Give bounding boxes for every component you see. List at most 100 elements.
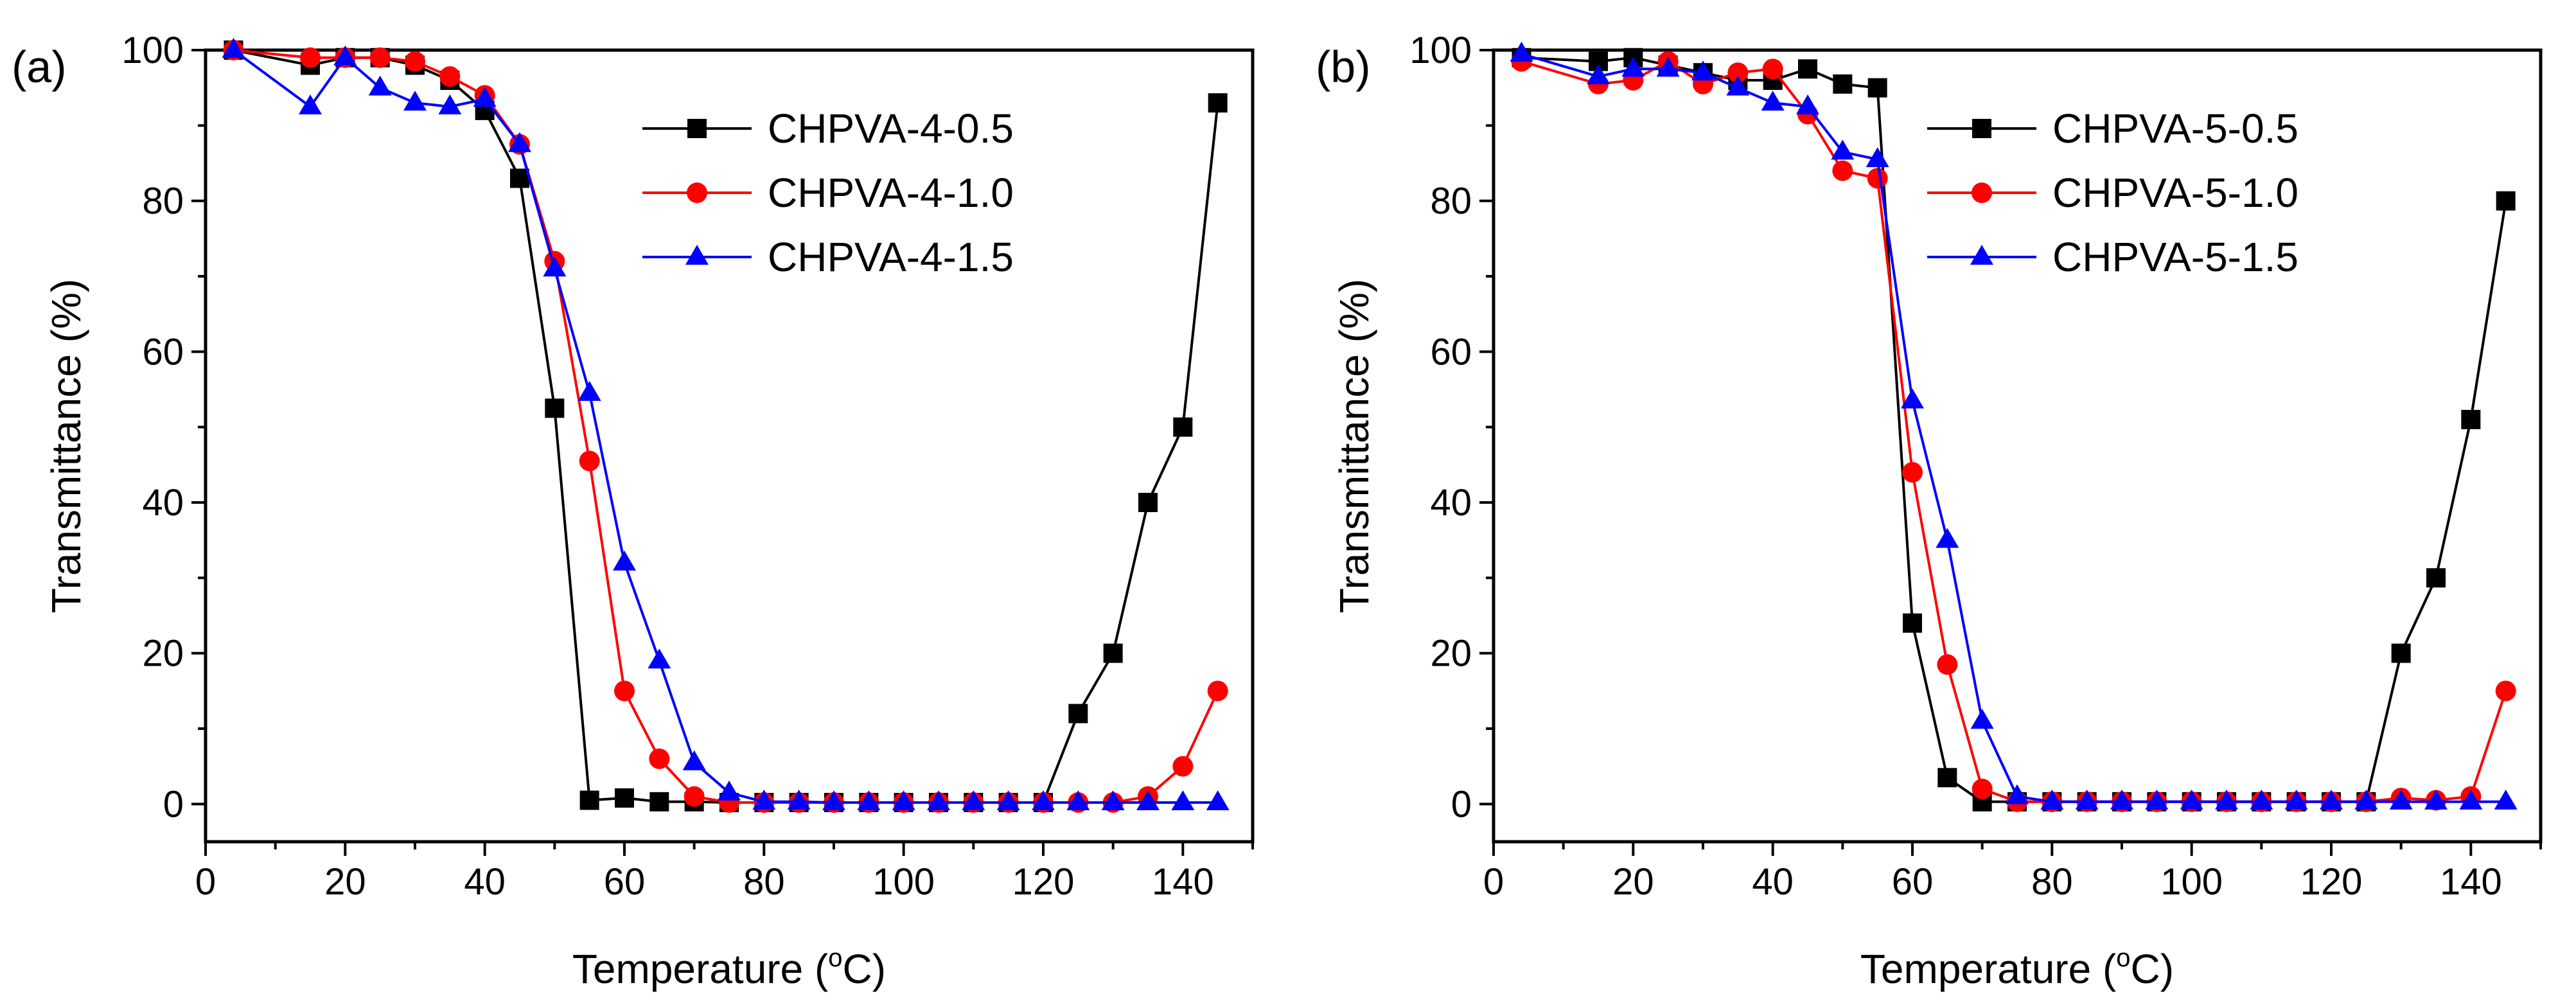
y-axis-ticks: 0 20 40 60 80 100 <box>1409 30 1494 825</box>
y-tick-label: 40 <box>142 482 184 524</box>
panel-b: (b) 0 20 40 60 80 100 120 140 0 20 40 60 80 100 Temp… <box>1316 30 2543 992</box>
data-point-square <box>1103 643 1123 663</box>
x-tick-label: 140 <box>1152 861 1214 903</box>
legend-entry: CHPVA-4-1.5 <box>642 234 1014 280</box>
data-point-triangle <box>718 780 741 801</box>
data-point-triangle <box>2320 789 2343 810</box>
data-point-triangle <box>2354 789 2378 810</box>
series <box>1510 41 2518 810</box>
data-point-circle <box>1972 778 1993 799</box>
data-point-triangle <box>2110 789 2133 810</box>
x-tick-label: 60 <box>604 861 646 903</box>
data-point-triangle <box>299 94 322 114</box>
data-point-triangle <box>2424 789 2448 810</box>
data-point-circle <box>1902 462 1923 483</box>
legend-entry: CHPVA-5-1.0 <box>1927 170 2298 216</box>
data-point-triangle <box>508 132 531 152</box>
data-point-triangle <box>1510 41 1533 62</box>
data-point-triangle <box>1032 790 1055 810</box>
data-point-triangle <box>927 790 950 810</box>
data-point-triangle <box>2494 789 2518 810</box>
data-point-triangle <box>222 38 245 58</box>
panel-label: (a) <box>12 42 67 92</box>
data-point-triangle <box>1691 60 1715 81</box>
data-point-circle <box>2495 680 2516 702</box>
data-point-triangle <box>1587 64 1610 85</box>
data-point-circle <box>1207 680 1228 702</box>
data-point-triangle <box>1901 388 1924 409</box>
series <box>1511 51 2516 812</box>
x-tick-label: 20 <box>1612 861 1654 903</box>
x-tick-label: 80 <box>743 861 785 903</box>
data-point-triangle <box>1066 790 1090 810</box>
legend-label: CHPVA-4-1.5 <box>768 234 1014 280</box>
data-point-circle <box>1937 654 1958 675</box>
data-point-triangle <box>962 790 985 810</box>
data-point-triangle <box>1726 75 1750 96</box>
data-point-triangle <box>648 648 671 669</box>
y-tick-label: 100 <box>121 30 184 71</box>
data-point-triangle <box>2389 789 2413 810</box>
series-line <box>1521 56 2507 803</box>
data-point-square <box>649 792 669 812</box>
y-tick-label: 20 <box>142 633 184 675</box>
data-point-triangle <box>1206 790 1230 810</box>
plot-frame <box>204 48 1255 844</box>
data-point-square <box>2391 643 2411 663</box>
legend-label: CHPVA-4-0.5 <box>768 105 1014 152</box>
legend-entry: CHPVA-5-0.5 <box>1927 105 2298 152</box>
data-point-circle <box>1727 62 1749 84</box>
data-point-circle <box>439 66 461 87</box>
data-point-circle <box>1832 160 1853 181</box>
data-point-square <box>2426 568 2446 588</box>
data-point-triangle <box>1136 790 1160 810</box>
data-point-triangle <box>2145 789 2169 810</box>
series <box>222 38 1230 810</box>
data-point-circle <box>684 786 705 807</box>
data-point-triangle <box>1936 528 1959 548</box>
data-point-square <box>1798 59 1817 79</box>
y-tick-label: 20 <box>1430 633 1472 675</box>
legend-marker-circle <box>1972 182 1992 203</box>
x-axis-title: Temperature (oC) <box>572 944 886 992</box>
legend-label: CHPVA-5-1.5 <box>2052 234 2298 280</box>
legend-entry: CHPVA-4-1.0 <box>642 170 1014 216</box>
data-point-square <box>1937 768 1957 788</box>
series-line <box>233 49 1218 804</box>
y-tick-label: 80 <box>142 181 184 222</box>
data-point-square <box>1833 74 1853 94</box>
data-point-triangle <box>1171 790 1195 810</box>
y-tick-label: 40 <box>1430 482 1472 524</box>
data-point-square <box>1903 613 1922 633</box>
data-point-triangle <box>2250 789 2273 810</box>
legend-marker-square <box>687 119 707 138</box>
data-point-triangle <box>822 790 845 810</box>
series-layer <box>1510 41 2518 812</box>
y-axis-ticks: 0 20 40 60 80 100 <box>121 30 206 825</box>
data-point-triangle <box>1970 709 1994 729</box>
data-point-triangle <box>368 75 392 96</box>
data-point-circle <box>1762 58 1783 80</box>
data-point-triangle <box>613 550 636 571</box>
legend-marker-circle <box>687 182 707 203</box>
data-point-triangle <box>1621 57 1645 77</box>
data-point-triangle <box>1796 94 1819 114</box>
y-tick-label: 80 <box>1430 181 1472 222</box>
data-point-triangle <box>2075 789 2099 810</box>
data-point-square <box>2496 191 2516 211</box>
x-tick-label: 80 <box>2031 861 2073 903</box>
series-line <box>1521 52 2506 803</box>
data-point-square <box>2461 409 2481 429</box>
data-point-triangle <box>2459 789 2483 810</box>
x-tick-label: 140 <box>2440 861 2502 903</box>
legend-marker-triangle <box>685 245 709 265</box>
panel-label: (b) <box>1316 42 1371 92</box>
data-point-triangle <box>1656 57 1680 77</box>
x-tick-label: 120 <box>2300 861 2363 903</box>
legend-entry: CHPVA-5-1.5 <box>1927 234 2298 280</box>
data-point-square <box>615 788 634 808</box>
data-point-square <box>1867 78 1887 98</box>
data-point-square <box>1068 704 1088 723</box>
y-tick-label: 60 <box>142 331 184 373</box>
series-line <box>233 49 1219 804</box>
